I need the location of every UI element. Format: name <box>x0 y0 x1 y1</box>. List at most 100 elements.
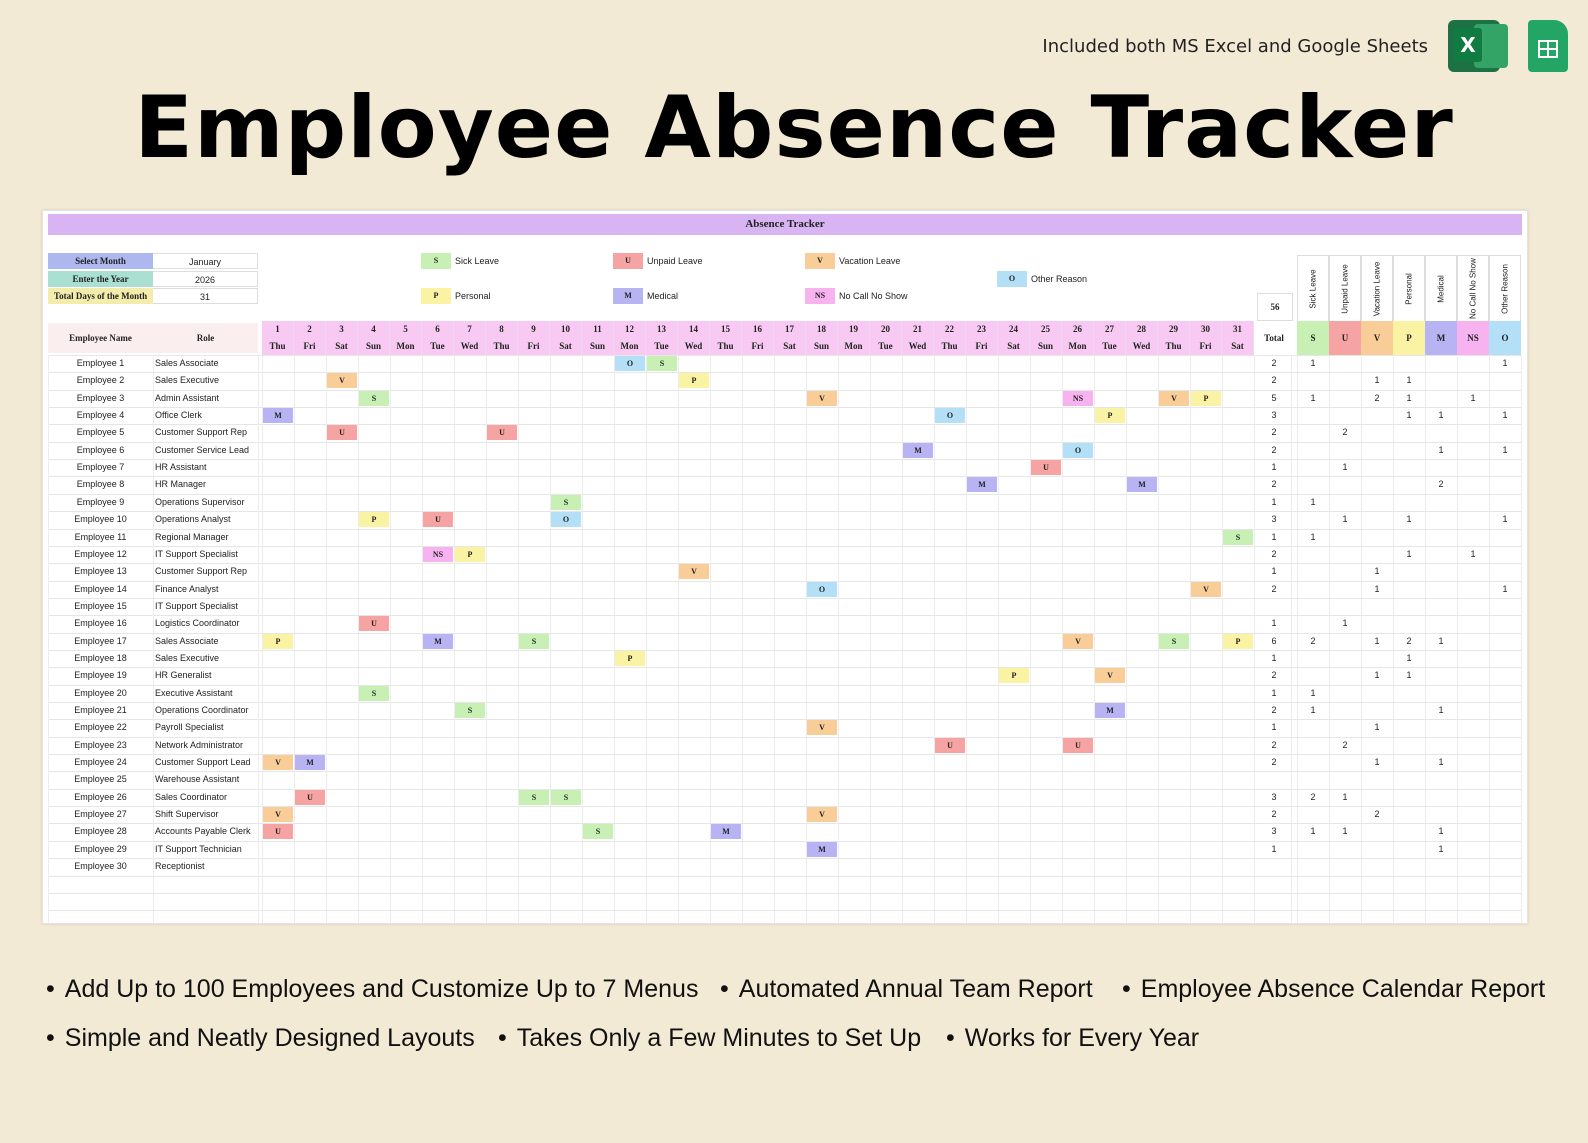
absence-mark[interactable]: P <box>615 650 645 666</box>
category-count <box>1457 702 1489 719</box>
absence-mark[interactable]: V <box>807 807 837 823</box>
absence-mark[interactable]: S <box>1223 529 1253 545</box>
grid-line <box>390 355 391 923</box>
absence-mark[interactable]: M <box>807 841 837 857</box>
category-count <box>1329 546 1361 563</box>
employee-role: Logistics Coordinator <box>155 618 240 629</box>
grid-line <box>48 424 1521 426</box>
category-count <box>1425 771 1457 788</box>
absence-mark[interactable]: V <box>1159 390 1189 406</box>
absence-mark[interactable]: S <box>519 789 549 805</box>
absence-mark[interactable]: P <box>679 373 709 389</box>
absence-mark[interactable]: P <box>263 633 293 649</box>
category-count <box>1425 806 1457 823</box>
info-value[interactable]: 2026 <box>153 270 258 287</box>
category-count <box>1489 372 1521 389</box>
category-count <box>1425 424 1457 441</box>
category-count <box>1329 841 1361 858</box>
absence-mark[interactable]: P <box>1095 408 1125 424</box>
absence-mark[interactable]: U <box>263 824 293 840</box>
absence-mark[interactable]: S <box>359 685 389 701</box>
category-count <box>1489 390 1521 407</box>
category-count <box>1297 476 1329 493</box>
category-count: 1 <box>1310 705 1316 715</box>
absence-mark[interactable]: P <box>455 546 485 562</box>
absence-mark[interactable]: V <box>1063 633 1093 649</box>
day-number: 22 <box>934 321 966 338</box>
weekday-label: Thu <box>262 338 294 355</box>
absence-mark[interactable]: S <box>455 703 485 718</box>
absence-mark[interactable]: V <box>1095 668 1125 684</box>
absence-mark[interactable]: O <box>615 356 645 371</box>
absence-mark[interactable]: O <box>935 408 965 424</box>
absence-mark[interactable]: S <box>519 633 549 649</box>
absence-mark[interactable]: S <box>647 356 677 371</box>
grid-line <box>454 355 455 923</box>
absence-mark[interactable]: S <box>1159 633 1189 649</box>
absence-mark[interactable]: U <box>1063 737 1093 753</box>
employee-total: 1 <box>1271 687 1277 698</box>
absence-mark[interactable]: V <box>807 720 837 736</box>
category-count <box>1329 650 1361 667</box>
absence-mark[interactable]: U <box>935 737 965 753</box>
category-count <box>1297 563 1329 580</box>
category-count: 1 <box>1342 826 1348 837</box>
category-name: Medical <box>1425 255 1457 321</box>
employee-total: 1 <box>1271 618 1277 629</box>
absence-mark[interactable]: M <box>423 633 453 649</box>
grid-line <box>153 355 154 923</box>
category-count <box>1489 650 1521 667</box>
category-count: 1 <box>1374 375 1380 386</box>
absence-mark[interactable]: P <box>1191 390 1221 406</box>
absence-mark[interactable]: U <box>1031 460 1061 476</box>
absence-mark[interactable]: NS <box>423 546 453 562</box>
absence-mark[interactable]: U <box>327 425 357 441</box>
category-count: 1 <box>1406 392 1412 403</box>
absence-mark[interactable]: S <box>583 824 613 840</box>
category-count: 2 <box>1374 392 1380 403</box>
feature-item: Add Up to 100 Employees and Customize Up… <box>46 975 699 1004</box>
info-value[interactable]: January <box>153 253 258 269</box>
category-count: 1 <box>1502 514 1508 525</box>
absence-mark[interactable]: M <box>1127 477 1157 493</box>
absence-mark[interactable]: S <box>359 390 389 406</box>
absence-mark[interactable]: P <box>999 668 1029 684</box>
category-count: 1 <box>1342 462 1348 473</box>
absence-mark[interactable]: O <box>1063 442 1093 458</box>
absence-mark[interactable]: M <box>1095 703 1125 718</box>
employee-name: Employee 17 <box>74 635 127 646</box>
absence-mark[interactable]: V <box>263 807 293 823</box>
absence-mark[interactable]: V <box>679 564 709 580</box>
absence-mark[interactable]: V <box>807 390 837 406</box>
category-count <box>1329 407 1361 424</box>
employee-total: 1 <box>1271 722 1277 733</box>
absence-mark[interactable]: U <box>487 425 517 441</box>
absence-mark[interactable]: M <box>903 442 933 458</box>
absence-mark[interactable]: M <box>967 477 997 493</box>
category-count <box>1457 615 1489 632</box>
absence-mark[interactable]: NS <box>1063 390 1093 406</box>
absence-mark[interactable]: O <box>807 581 837 597</box>
absence-mark[interactable]: V <box>263 755 293 771</box>
category-count <box>1489 494 1521 511</box>
absence-mark[interactable]: P <box>359 512 389 528</box>
absence-mark[interactable]: S <box>551 789 581 805</box>
absence-mark[interactable]: M <box>263 408 293 424</box>
absence-mark[interactable]: U <box>295 789 325 805</box>
absence-mark[interactable]: P <box>1223 633 1253 649</box>
category-count <box>1457 667 1489 684</box>
category-count <box>1425 390 1457 407</box>
absence-mark[interactable]: S <box>551 494 581 510</box>
absence-mark[interactable]: U <box>359 616 389 632</box>
category-count <box>1393 737 1425 754</box>
absence-mark[interactable]: U <box>423 512 453 528</box>
absence-mark[interactable]: V <box>1191 581 1221 597</box>
absence-mark[interactable]: M <box>711 824 741 840</box>
absence-mark[interactable]: O <box>551 512 581 528</box>
absence-mark[interactable]: V <box>327 373 357 389</box>
employee-name: Employee 27 <box>74 809 127 820</box>
grid-line <box>1126 355 1127 923</box>
category-count <box>1329 702 1361 719</box>
category-count <box>1329 390 1361 407</box>
absence-mark[interactable]: M <box>295 755 325 771</box>
